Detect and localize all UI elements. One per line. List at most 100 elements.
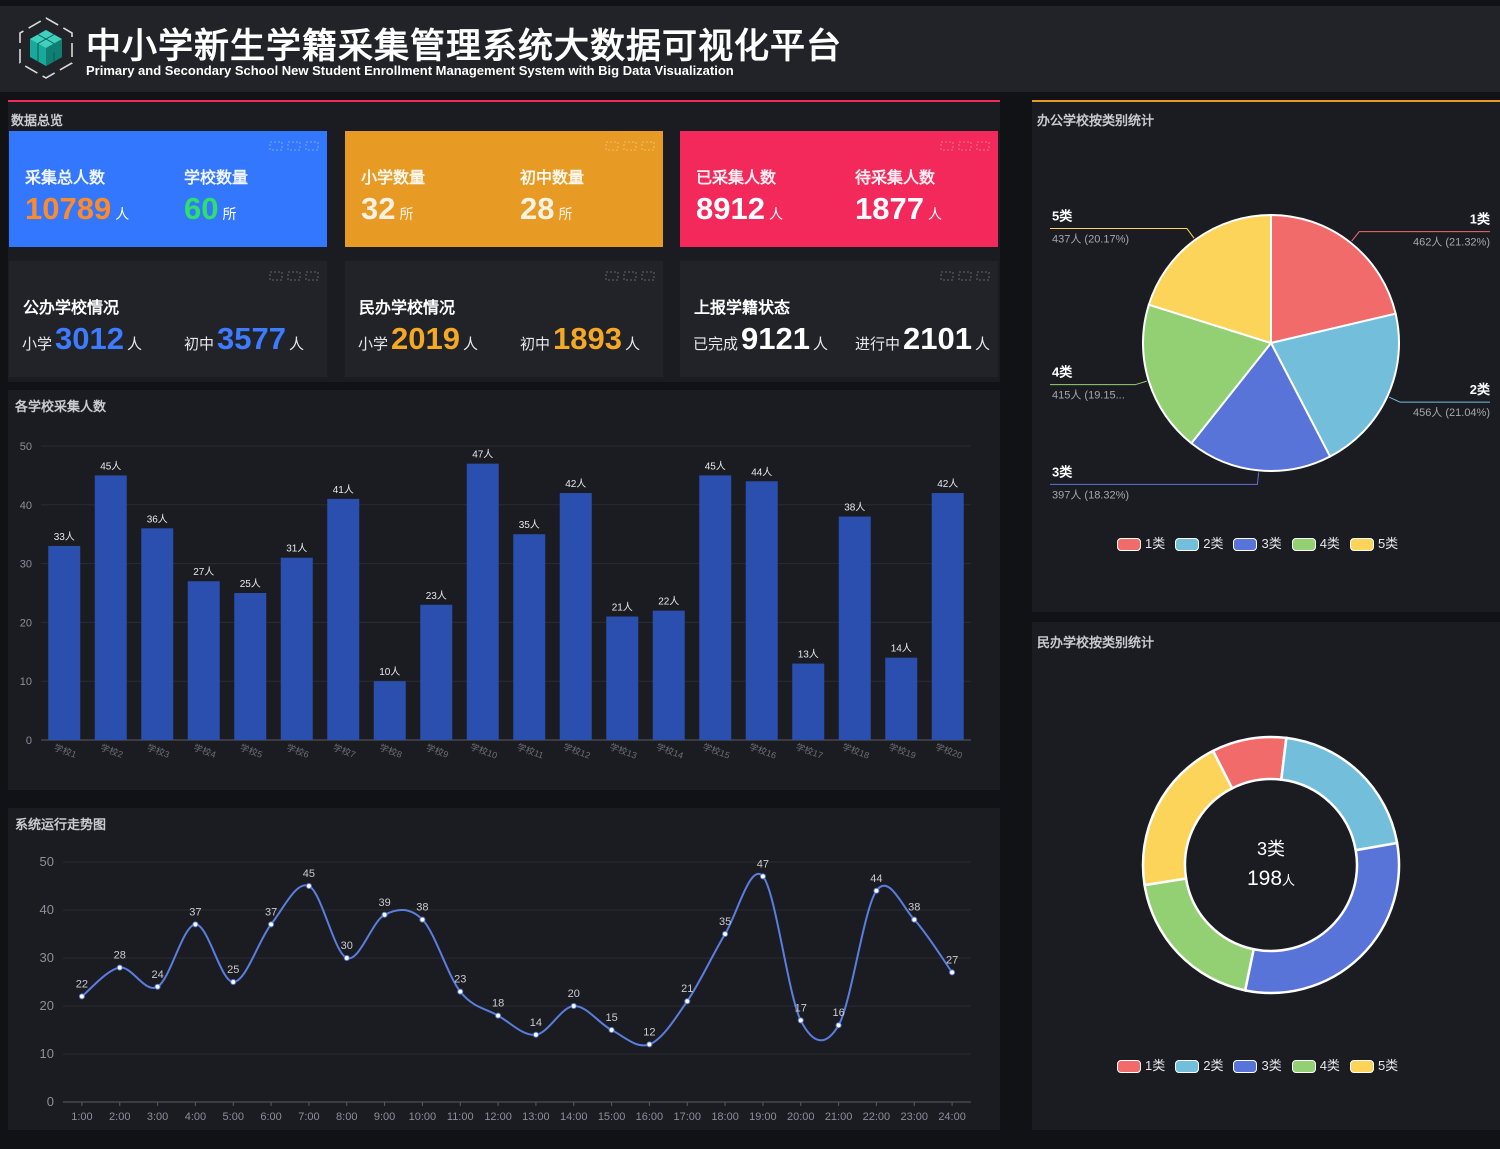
line-x-tick-label: 18:00 [711, 1111, 739, 1123]
line-y-tick-label: 30 [40, 950, 54, 965]
bar-x-tick-label: 学校5 [239, 742, 264, 760]
line-point [268, 921, 275, 928]
line-x-tick-label: 1:00 [71, 1111, 92, 1123]
corner-decoration-icon [940, 271, 990, 281]
private-category-title: 民办学校按类别统计 [1037, 635, 1155, 650]
line-x-tick-label: 14:00 [560, 1111, 588, 1123]
legend-item[interactable]: 5类 [1349, 533, 1398, 552]
legend-item[interactable]: 1类 [1117, 533, 1165, 552]
school-count-label: 学校数量 [184, 170, 249, 187]
line-data-label: 20 [568, 988, 580, 1000]
line-x-tick-label: 16:00 [636, 1111, 664, 1123]
bar-mark [606, 616, 639, 740]
bar-mark [838, 516, 871, 740]
bar-data-label: 42人 [565, 478, 586, 490]
school-count-value: 60 所 [184, 191, 237, 226]
line-x-tick-label: 15:00 [598, 1111, 626, 1123]
legend-item[interactable]: 3类 [1233, 1055, 1282, 1074]
pie-slice-name: 4类 [1052, 365, 1073, 380]
line-point [608, 1027, 615, 1033]
report-completed-stat: 已完成9121 人 [693, 321, 828, 356]
line-data-label: 16 [832, 1007, 844, 1019]
bar-data-label: 45人 [705, 460, 726, 472]
line-data-label: 24 [151, 969, 163, 981]
bar-data-label: 23人 [426, 590, 447, 602]
line-chart-title: 系统运行走势图 [15, 817, 107, 832]
line-x-tick-label: 6:00 [260, 1111, 281, 1123]
bar-data-label: 36人 [147, 513, 168, 525]
line-data-label: 28 [114, 950, 126, 962]
legend-label: 2类 [1203, 1058, 1224, 1073]
public-category-pie-chart: 1类 462人 (21.32%) 2类 456人 (21.04%) 3类 397人 (18… [1050, 209, 1491, 501]
legend-swatch [1175, 538, 1200, 552]
line-x-tick-label: 8:00 [336, 1111, 357, 1123]
pie-slice-label: 397人 (18.32%) [1052, 488, 1129, 501]
legend-item[interactable]: 4类 [1291, 1055, 1340, 1074]
bar-mark [559, 493, 592, 740]
bar-data-label: 13人 [798, 649, 819, 661]
bar-y-tick-label: 20 [20, 617, 32, 629]
line-y-tick-label: 20 [40, 998, 54, 1013]
line-data-label: 12 [643, 1026, 655, 1038]
card-collection-progress: 已采集人数 8912 人 待采集人数 1877 人 [680, 131, 998, 247]
category-accent-line [1032, 100, 1500, 102]
legend-swatch [1349, 1060, 1374, 1074]
pie-slice [1270, 213, 1397, 345]
card-report-status: 上报学籍状态 已完成9121 人 进行中2101 人 [680, 261, 998, 377]
line-data-label: 23 [454, 974, 466, 986]
pie-slice-label: 456人 (21.04%) [1413, 406, 1490, 419]
bar-y-tick-label: 40 [20, 500, 32, 512]
bar-x-tick-label: 学校13 [608, 741, 638, 761]
bar-mark [745, 481, 778, 740]
line-point [532, 1031, 539, 1038]
line-x-tick-label: 2:00 [109, 1111, 130, 1123]
line-point [78, 993, 85, 1000]
pie-slice-label: 437人 (20.17%) [1052, 233, 1129, 246]
line-x-tick-label: 12:00 [484, 1111, 512, 1123]
bar-chart-title: 各学校采集人数 [15, 399, 107, 414]
pie-slice [1147, 213, 1272, 345]
card-public-schools: 公办学校情况 小学3012 人 初中3577 人 [9, 261, 327, 377]
bar-x-tick-label: 学校11 [516, 741, 545, 761]
line-y-tick-label: 50 [40, 854, 54, 869]
primary-count-label: 小学数量 [361, 170, 426, 187]
line-data-label: 37 [265, 906, 277, 918]
bar-data-label: 22人 [658, 596, 679, 608]
legend-label: 1类 [1145, 1058, 1166, 1073]
donut-slice [1143, 877, 1256, 992]
donut-slice [1141, 749, 1234, 887]
legend-item[interactable]: 4类 [1291, 533, 1340, 552]
bar-data-label: 41人 [333, 484, 354, 496]
bar-mark [652, 610, 685, 740]
line-chart-panel: 系统运行走势图 0 10 20 30 40 50 22 1:00 28 2:00 24 3:00 37 4… [8, 808, 1000, 1130]
legend-label: 4类 [1319, 536, 1340, 551]
legend-item[interactable]: 5类 [1349, 1055, 1398, 1074]
pie-slice-name: 2类 [1470, 382, 1491, 397]
line-point [759, 873, 766, 880]
line-x-tick-label: 4:00 [185, 1111, 206, 1123]
bar-data-label: 44人 [751, 466, 772, 478]
bar-y-tick-label: 0 [26, 735, 32, 747]
bar-x-tick-label: 学校8 [378, 742, 403, 760]
line-point [949, 969, 956, 976]
line-x-tick-label: 23:00 [900, 1111, 928, 1123]
bar-x-tick-label: 学校7 [332, 742, 357, 760]
line-series [81, 872, 953, 1047]
bar-x-tick-label: 学校9 [425, 742, 450, 760]
legend-swatch [1291, 1060, 1316, 1074]
public-primary-stat: 小学3012 人 [22, 321, 142, 356]
corner-decoration-icon [605, 141, 655, 151]
corner-decoration-icon [269, 271, 319, 281]
public-category-title: 办公学校按类别统计 [1037, 113, 1155, 128]
legend-item[interactable]: 3类 [1233, 533, 1282, 552]
legend-item[interactable]: 2类 [1175, 1055, 1223, 1074]
legend-item[interactable]: 2类 [1175, 533, 1223, 552]
bar-x-tick-label: 学校18 [841, 741, 871, 761]
legend-item[interactable]: 1类 [1117, 1055, 1165, 1074]
legend-swatch [1233, 1060, 1258, 1074]
bar-mark [48, 545, 81, 740]
bar-data-label: 14人 [891, 643, 912, 655]
bar-x-tick-label: 学校6 [285, 742, 310, 760]
bar-mark [885, 657, 918, 740]
